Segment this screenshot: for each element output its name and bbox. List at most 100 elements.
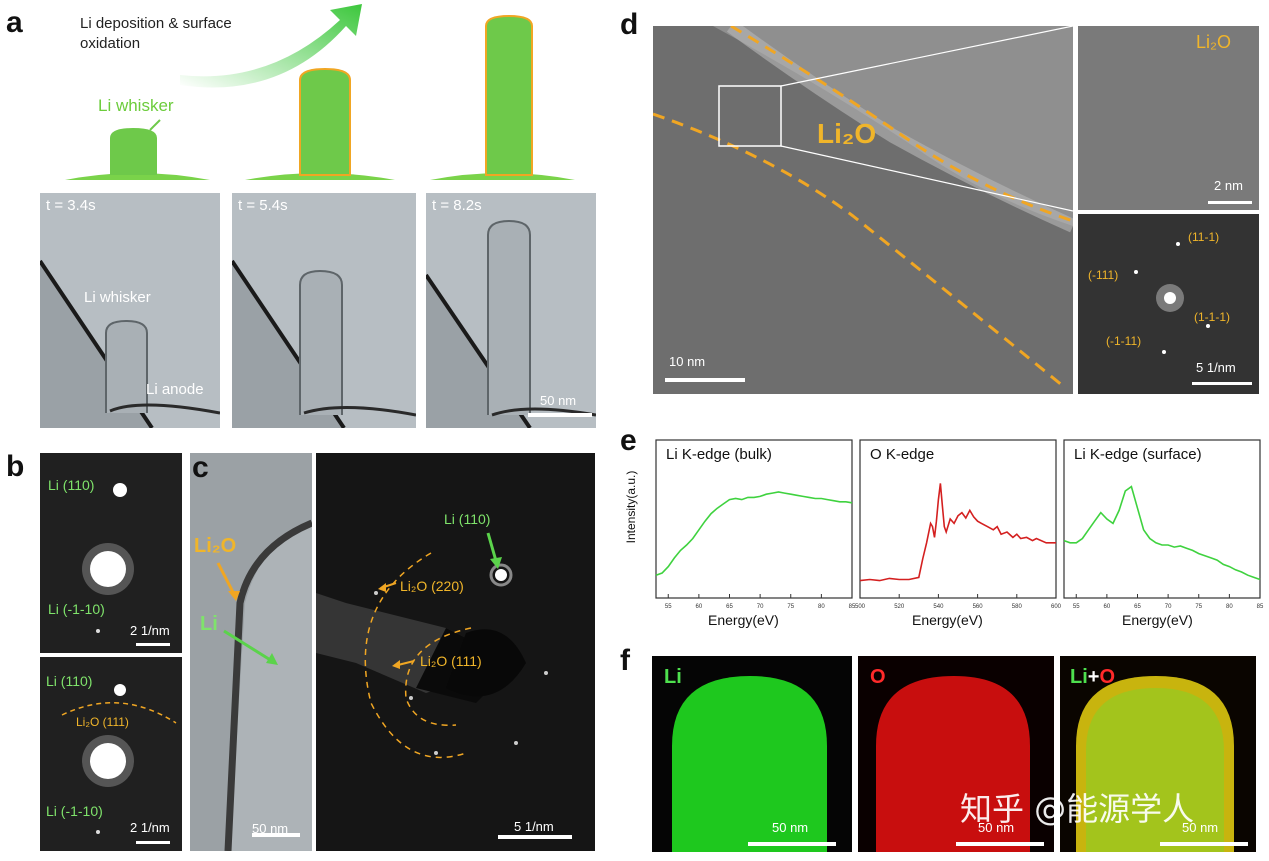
e-chart-2-tick-label: 520	[894, 604, 905, 610]
frame-2-time: t = 5.4s	[238, 197, 288, 214]
e-chart-1-title: Li K-edge (bulk)	[666, 446, 772, 463]
whisker-1	[110, 128, 157, 175]
diffraction-b-top: Li (110) Li (-1-10) 2 1/nm	[40, 453, 182, 653]
c-left-scalebar: 50 nm	[252, 821, 289, 836]
tem-c-whisker-edge: c Li₂O Li 50 nm	[190, 453, 312, 851]
tem-frame-2: t = 5.4s	[232, 193, 416, 428]
e-chart-2-title: O K-edge	[870, 446, 935, 463]
c-li-label: Li	[200, 613, 218, 635]
eds-o-scalebar: 50 nm	[978, 820, 1015, 835]
e-chart-3-title: Li K-edge (surface)	[1074, 446, 1202, 463]
e-chart-1-tick-label: 75	[787, 604, 794, 610]
fft-spot-111: (-111)	[1088, 268, 1119, 282]
e-chart-3-series-line	[1063, 485, 1261, 581]
panel-label-c: c	[192, 453, 209, 484]
e-chart-3-tick-label: 55	[1073, 604, 1080, 610]
eds-li-scalebar: 50 nm	[772, 820, 809, 835]
panel-label-a: a	[6, 6, 23, 39]
diffraction-c: Li (110) Li₂O (220) Li₂O (111) 5 1/nm	[316, 453, 595, 851]
frame-1-anode-label: Li anode	[146, 381, 204, 398]
diffraction-b-bottom: Li (110) Li₂O (111) Li (-1-10) 2 1/nm	[40, 657, 182, 851]
e-chart-1-tick-label: 80	[818, 604, 825, 610]
d-main-li2o-label: Li₂O	[817, 118, 877, 149]
xas-spectra-charts: 55 60 65 70 75 80 85 500 520 540 560 580 600 55 60 65 70…	[655, 439, 1264, 610]
frame-3-time: t = 8.2s	[432, 197, 482, 214]
schematic-whisker-label: Li whisker	[98, 96, 174, 115]
fft-spot-1-11: (-1-11)	[1106, 334, 1142, 348]
fft-d: (11-1) (-111) (1-1-1) (-1-11) 5 1/nm	[1078, 214, 1259, 394]
eds-overlay-o: O	[1099, 666, 1116, 688]
e-chart-2-tick-label: 580	[1012, 604, 1023, 610]
d-inset-li2o-label: Li₂O	[1196, 32, 1231, 52]
c-li2o111-label: Li₂O (111)	[420, 653, 482, 669]
fft-spot-11-1: (11-1)	[1188, 230, 1220, 244]
b-bottom-scalebar: 2 1/nm	[130, 820, 170, 835]
hrtem-d-inset: Li₂O 2 nm	[1078, 26, 1259, 210]
c-li2o220-label: Li₂O (220)	[400, 578, 464, 594]
e-chart-1-frame	[655, 439, 853, 599]
e-chart-2-xlabel: Energy(eV)	[912, 612, 983, 628]
frame-1-whisker-label: Li whisker	[84, 289, 151, 306]
e-chart-2-tick-label: 540	[933, 604, 944, 610]
d-main-scalebar: 10 nm	[669, 354, 706, 369]
b-top-spot-110: Li (110)	[48, 477, 95, 493]
panel-label-d: d	[620, 8, 639, 41]
eds-map-overlay: Li+O 50 nm	[1060, 656, 1256, 852]
fft-spot-1-1-1: (1-1-1)	[1194, 310, 1231, 324]
panel-label-e: e	[620, 424, 637, 457]
e-chart-1-series-line	[655, 491, 853, 576]
e-chart-1-tick-label: 65	[726, 604, 733, 610]
eds-overlay-plus: +	[1087, 666, 1100, 688]
frame-3-scalebar: 50 nm	[540, 393, 577, 408]
eds-map-li: Li 50 nm	[652, 656, 852, 852]
e-chart-2-frame	[859, 439, 1057, 599]
watermark: 知乎 @能源学人	[960, 790, 1195, 828]
whisker-growth-schematic	[65, 4, 575, 180]
panel-label-b: b	[6, 450, 25, 483]
frame-1-time: t = 3.4s	[46, 197, 96, 214]
arrow-caption-line2: oxidation	[80, 35, 141, 52]
e-chart-2-tick-label: 560	[973, 604, 984, 610]
eds-o-title: O	[870, 666, 886, 688]
e-chart-1-tick-label: 60	[696, 604, 703, 610]
e-chart-2-tick-label: 600	[1051, 604, 1062, 610]
d-inset-scalebar: 2 nm	[1214, 178, 1243, 193]
e-chart-3-tick-label: 75	[1195, 604, 1202, 610]
eds-overlay-scalebar: 50 nm	[1182, 820, 1219, 835]
e-chart-2-series-line	[859, 483, 1056, 582]
tem-frame-3: t = 8.2s 50 nm	[426, 193, 596, 428]
c-right-scalebar: 5 1/nm	[514, 819, 554, 834]
c-li2o-label: Li₂O	[194, 535, 237, 557]
e-chart-1-tick-label: 70	[757, 604, 764, 610]
e-chart-3-tick-label: 60	[1104, 604, 1111, 610]
e-chart-2-tick-label: 500	[855, 604, 866, 610]
e-chart-3-tick-label: 65	[1134, 604, 1141, 610]
b-top-spot-1-10: Li (-1-10)	[48, 601, 105, 617]
e-chart-3-tick-label: 70	[1165, 604, 1172, 610]
e-chart-3-xlabel: Energy(eV)	[1122, 612, 1193, 628]
hrtem-d-main: Li₂O 10 nm	[653, 26, 1073, 394]
b-bottom-spot-110: Li (110)	[46, 673, 93, 689]
fft-scalebar: 5 1/nm	[1196, 360, 1236, 375]
b-bottom-ring-li2o-111: Li₂O (111)	[76, 715, 129, 729]
whisker-3	[485, 14, 533, 176]
eds-overlay-li: Li	[1070, 666, 1088, 688]
e-chart-1-xlabel: Energy(eV)	[708, 612, 779, 628]
e-ylabel: Intensity(a.u.)	[624, 470, 638, 544]
arrow-caption-line1: Li deposition & surface	[80, 15, 232, 32]
c-li110-label: Li (110)	[444, 511, 491, 527]
growth-arrow	[180, 4, 362, 88]
whisker-2	[299, 67, 351, 176]
b-top-scalebar: 2 1/nm	[130, 623, 170, 638]
eds-li-title: Li	[664, 666, 682, 688]
tem-frame-1: t = 3.4s Li whisker Li anode	[40, 193, 220, 428]
panel-label-f: f	[620, 644, 630, 677]
e-chart-3-frame	[1063, 439, 1261, 599]
eds-map-o: O 50 nm	[858, 656, 1054, 852]
e-chart-3-tick-label: 85	[1257, 604, 1264, 610]
e-chart-1-tick-label: 85	[849, 604, 856, 610]
eds-overlay-title: Li+O	[1070, 666, 1115, 689]
e-chart-3-tick-label: 80	[1226, 604, 1233, 610]
e-chart-1-tick-label: 55	[665, 604, 672, 610]
b-bottom-spot-1-10: Li (-1-10)	[46, 803, 103, 819]
